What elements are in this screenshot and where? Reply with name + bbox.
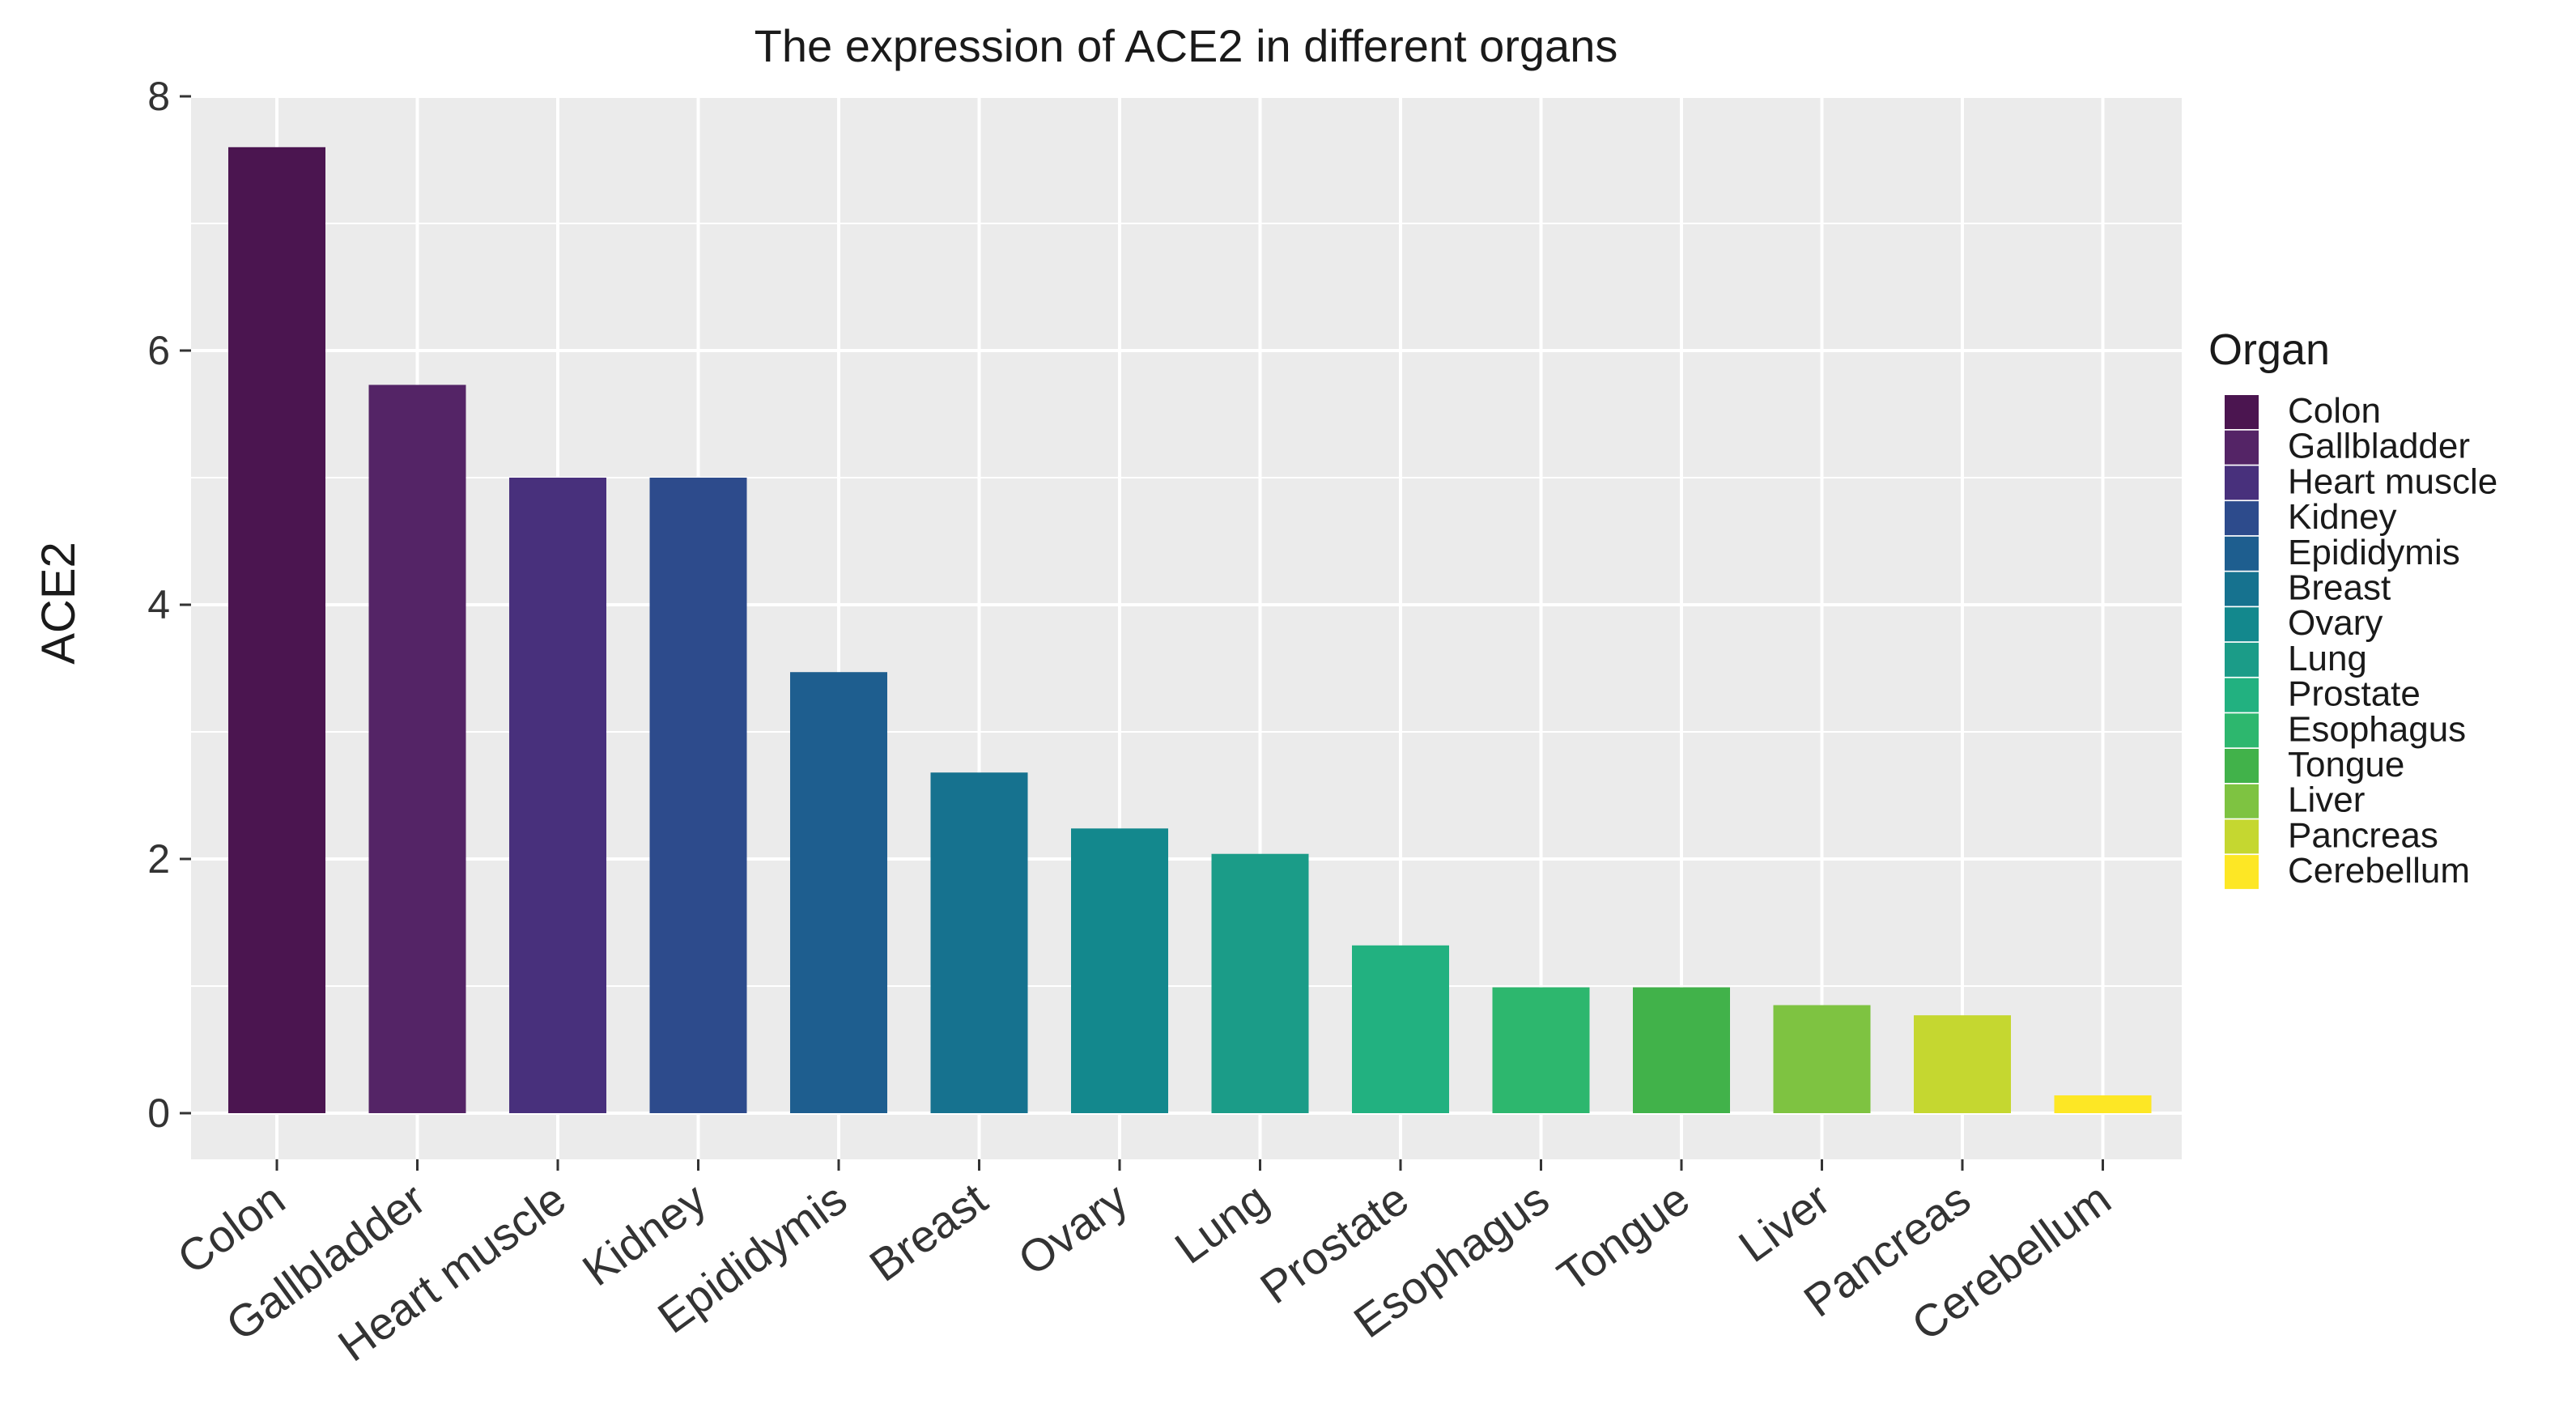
legend-title: Organ [2208, 325, 2330, 374]
y-axis-title: ACE2 [32, 542, 85, 665]
bar-epididymis [790, 672, 887, 1113]
legend-key [2225, 572, 2259, 606]
legend-label: Gallbladder [2288, 427, 2470, 466]
bars [228, 147, 2152, 1113]
bar-heart-muscle [509, 478, 606, 1113]
x-tick-label: Liver [1729, 1173, 1838, 1272]
y-tick-label: 0 [147, 1091, 170, 1136]
legend-key [2225, 430, 2259, 465]
legend-key [2225, 466, 2259, 500]
legend-key [2225, 536, 2259, 571]
bar-lung [1211, 853, 1309, 1113]
legend-label: Prostate [2288, 674, 2421, 714]
bar-esophagus [1492, 987, 1590, 1113]
y-tick-label: 6 [147, 328, 170, 373]
bar-kidney [649, 478, 747, 1113]
legend-label: Ovary [2288, 603, 2383, 643]
bar-prostate [1352, 945, 1449, 1113]
legend-label: Kidney [2288, 497, 2397, 537]
bar-breast [930, 772, 1028, 1113]
legend-key [2225, 713, 2259, 748]
x-tick-label: Tongue [1548, 1173, 1698, 1302]
x-tick-label: Breast [861, 1172, 997, 1290]
y-axis: 0 2 4 6 8 [147, 74, 191, 1136]
legend-label: Breast [2288, 568, 2391, 608]
bar-ovary [1071, 828, 1168, 1113]
bar-colon [228, 147, 325, 1113]
bar-liver [1773, 1005, 1871, 1113]
legend-label: Epididymis [2288, 533, 2460, 572]
legend-key [2225, 501, 2259, 536]
legend-label: Pancreas [2288, 815, 2438, 855]
y-tick-label: 8 [147, 74, 170, 119]
plot-panel [191, 96, 2182, 1159]
bar-tongue [1633, 987, 1730, 1113]
bar-pancreas [1914, 1015, 2011, 1113]
legend-label: Colon [2288, 391, 2381, 431]
bar-gallbladder [368, 385, 466, 1113]
legend-key [2225, 855, 2259, 890]
legend-label: Heart muscle [2288, 461, 2497, 501]
x-tick-label: Ovary [1009, 1173, 1137, 1286]
legend-label: Lung [2288, 639, 2367, 678]
y-tick-label: 4 [147, 582, 170, 627]
legend-label: Tongue [2288, 745, 2404, 784]
legend-key [2225, 784, 2259, 818]
legend-key [2225, 819, 2259, 854]
legend-label: Liver [2288, 780, 2365, 820]
legend-label: Esophagus [2288, 709, 2466, 749]
chart-title: The expression of ACE2 in different orga… [755, 20, 1618, 71]
x-tick-label: Lung [1166, 1173, 1277, 1273]
legend-key [2225, 642, 2259, 677]
legend-label: Cerebellum [2288, 851, 2470, 891]
legend-key [2225, 607, 2259, 642]
legend-key [2225, 678, 2259, 712]
legend-key [2225, 395, 2259, 429]
bar-cerebellum [2054, 1095, 2152, 1113]
legend-key [2225, 749, 2259, 783]
y-tick-label: 2 [147, 836, 170, 882]
